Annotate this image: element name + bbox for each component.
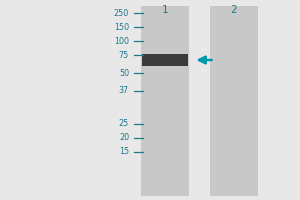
Text: 25: 25 bbox=[119, 119, 129, 129]
Text: 50: 50 bbox=[119, 68, 129, 77]
Text: 150: 150 bbox=[114, 22, 129, 31]
Text: 250: 250 bbox=[114, 8, 129, 18]
Bar bbox=[142, 54, 188, 66]
Text: 75: 75 bbox=[119, 50, 129, 60]
Bar bbox=[210, 6, 258, 196]
Text: 2: 2 bbox=[231, 5, 237, 15]
Text: 1: 1 bbox=[162, 5, 168, 15]
Text: 15: 15 bbox=[119, 148, 129, 156]
Bar bbox=[141, 6, 189, 196]
Text: 100: 100 bbox=[114, 36, 129, 46]
Text: 20: 20 bbox=[119, 134, 129, 142]
Text: 37: 37 bbox=[119, 86, 129, 95]
